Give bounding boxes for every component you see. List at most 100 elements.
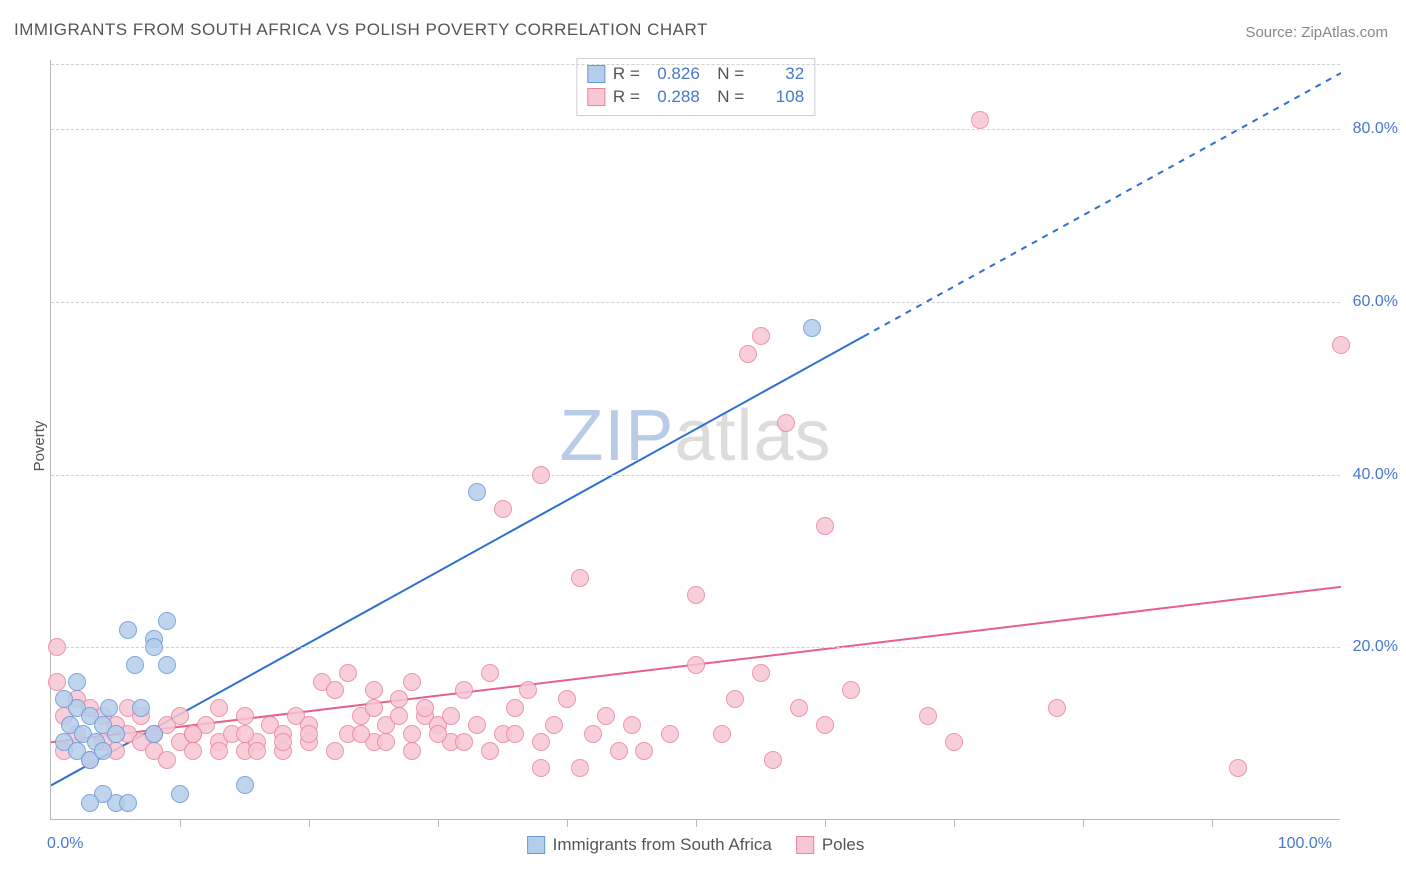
x-axis-min-label: 0.0%	[47, 835, 83, 853]
data-point-sa	[55, 690, 73, 708]
gridline-h	[51, 302, 1340, 303]
data-point-pl	[532, 466, 550, 484]
data-point-pl	[184, 742, 202, 760]
scatter-plot: ZIPatlas R = 0.826 N = 32R = 0.288 N = 1…	[50, 60, 1340, 820]
data-point-pl	[764, 751, 782, 769]
data-point-sa	[468, 483, 486, 501]
gridline-h	[51, 475, 1340, 476]
legend-n-label: N =	[708, 63, 744, 86]
data-point-sa	[119, 794, 137, 812]
legend-stat-row: R = 0.288 N = 108	[587, 86, 804, 109]
legend-r-label: R =	[613, 86, 640, 109]
legend-statistics: R = 0.826 N = 32R = 0.288 N = 108	[576, 58, 815, 116]
x-tick	[180, 819, 181, 827]
data-point-sa	[158, 656, 176, 674]
data-point-pl	[184, 725, 202, 743]
legend-swatch-sa	[587, 65, 605, 83]
data-point-pl	[623, 716, 641, 734]
data-point-pl	[236, 725, 254, 743]
legend-r-label: R =	[613, 63, 640, 86]
data-point-pl	[739, 345, 757, 363]
data-point-sa	[126, 656, 144, 674]
data-point-pl	[365, 681, 383, 699]
data-point-sa	[100, 699, 118, 717]
x-tick	[1212, 819, 1213, 827]
data-point-pl	[1229, 759, 1247, 777]
legend-swatch-pl	[796, 836, 814, 854]
data-point-pl	[236, 707, 254, 725]
gridline-h	[51, 647, 1340, 648]
legend-label: Poles	[822, 835, 865, 855]
data-point-pl	[713, 725, 731, 743]
data-point-pl	[584, 725, 602, 743]
legend-item-pl: Poles	[796, 835, 865, 855]
data-point-pl	[506, 725, 524, 743]
data-point-pl	[558, 690, 576, 708]
x-axis-max-label: 100.0%	[1278, 835, 1332, 853]
data-point-pl	[687, 656, 705, 674]
data-point-pl	[790, 699, 808, 717]
data-point-pl	[365, 699, 383, 717]
data-point-pl	[610, 742, 628, 760]
data-point-pl	[506, 699, 524, 717]
y-tick-label: 60.0%	[1353, 293, 1398, 311]
legend-n-value: 32	[752, 63, 804, 86]
data-point-pl	[429, 725, 447, 743]
data-point-pl	[545, 716, 563, 734]
gridline-h	[51, 64, 1340, 65]
data-point-pl	[339, 664, 357, 682]
data-point-pl	[726, 690, 744, 708]
data-point-pl	[326, 742, 344, 760]
source-attribution: Source: ZipAtlas.com	[1245, 24, 1388, 41]
data-point-pl	[403, 725, 421, 743]
data-point-sa	[94, 742, 112, 760]
data-point-pl	[661, 725, 679, 743]
y-axis-label: Poverty	[31, 421, 48, 472]
data-point-pl	[752, 664, 770, 682]
data-point-pl	[777, 414, 795, 432]
x-tick	[438, 819, 439, 827]
data-point-pl	[158, 751, 176, 769]
page-title: IMMIGRANTS FROM SOUTH AFRICA VS POLISH P…	[14, 20, 708, 40]
x-tick	[696, 819, 697, 827]
y-tick-label: 20.0%	[1353, 638, 1398, 656]
data-point-pl	[403, 742, 421, 760]
data-point-sa	[107, 725, 125, 743]
x-tick	[825, 819, 826, 827]
data-point-sa	[145, 725, 163, 743]
data-point-sa	[68, 673, 86, 691]
data-point-pl	[210, 699, 228, 717]
data-point-sa	[803, 319, 821, 337]
legend-item-sa: Immigrants from South Africa	[527, 835, 772, 855]
legend-r-value: 0.826	[648, 63, 700, 86]
data-point-pl	[1048, 699, 1066, 717]
data-point-pl	[210, 742, 228, 760]
legend-series: Immigrants from South Africa Poles	[527, 835, 865, 855]
data-point-pl	[494, 500, 512, 518]
y-tick-label: 80.0%	[1353, 120, 1398, 138]
data-point-pl	[597, 707, 615, 725]
data-point-pl	[816, 716, 834, 734]
legend-swatch-sa	[527, 836, 545, 854]
regression-line	[864, 73, 1341, 336]
x-tick	[1083, 819, 1084, 827]
data-point-sa	[132, 699, 150, 717]
regression-lines-layer	[51, 60, 1341, 820]
data-point-pl	[468, 716, 486, 734]
y-tick-label: 40.0%	[1353, 466, 1398, 484]
data-point-pl	[481, 742, 499, 760]
legend-r-value: 0.288	[648, 86, 700, 109]
x-tick	[567, 819, 568, 827]
data-point-pl	[571, 759, 589, 777]
legend-n-label: N =	[708, 86, 744, 109]
data-point-pl	[455, 733, 473, 751]
x-tick	[309, 819, 310, 827]
data-point-sa	[171, 785, 189, 803]
data-point-pl	[1332, 336, 1350, 354]
legend-label: Immigrants from South Africa	[553, 835, 772, 855]
legend-n-value: 108	[752, 86, 804, 109]
gridline-h	[51, 129, 1340, 130]
data-point-pl	[481, 664, 499, 682]
data-point-pl	[416, 699, 434, 717]
data-point-sa	[236, 776, 254, 794]
